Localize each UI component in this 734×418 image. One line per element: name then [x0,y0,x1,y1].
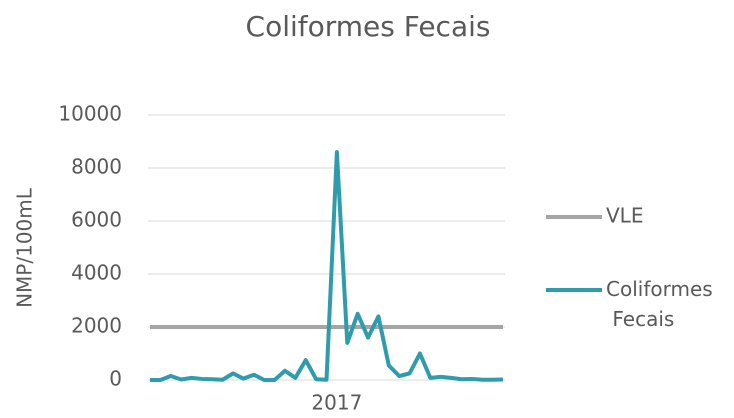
series-line [150,150,504,382]
y-tick-label: 6000 [71,208,122,232]
y-tick-label: 2000 [71,314,122,338]
y-tick-label: 4000 [71,261,122,285]
chart-title: Coliformes Fecais [246,10,491,43]
y-tick-label: 10000 [58,102,122,126]
y-axis-label: NMP/100mL [13,187,37,308]
y-tick-label: 8000 [71,155,122,179]
legend-label: VLE [606,204,643,228]
x-tick-label: 2017 [311,391,362,415]
y-tick-label: 0 [109,367,122,391]
legend-label: Coliformes Fecais [606,277,713,331]
